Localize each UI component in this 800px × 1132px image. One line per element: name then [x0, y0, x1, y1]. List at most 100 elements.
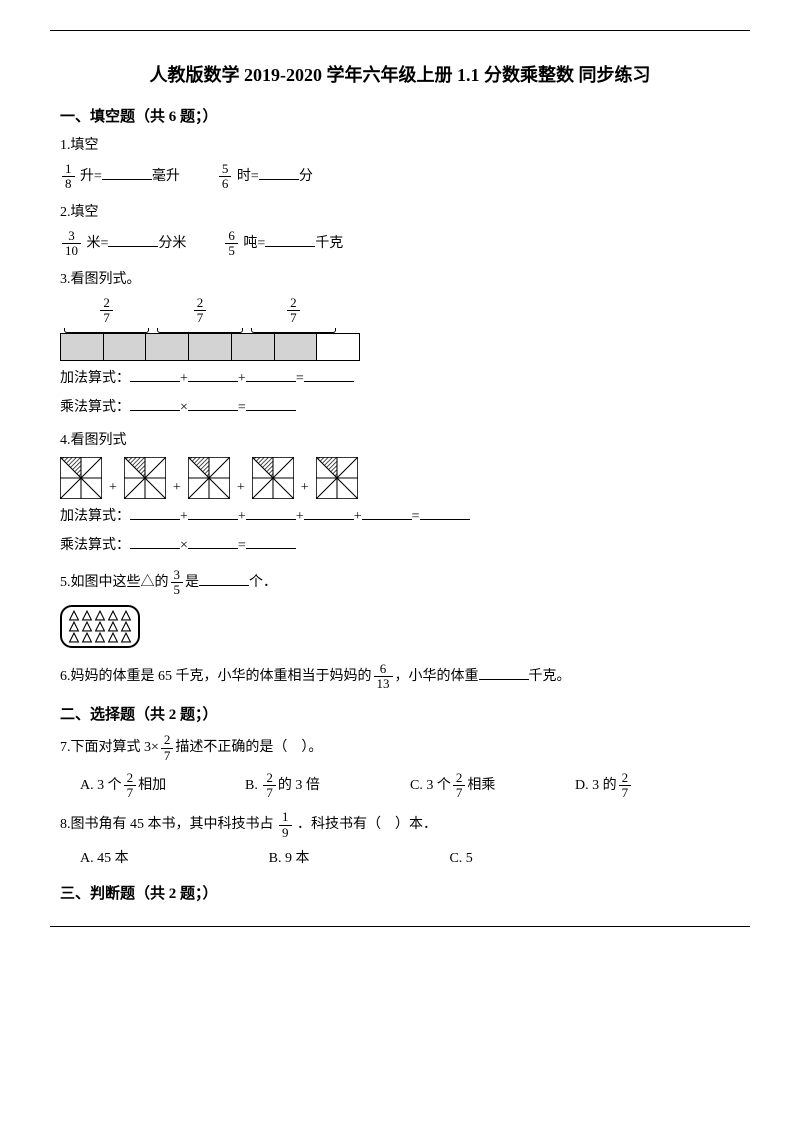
- section-1-header: 一、填空题（共 6 题；）: [60, 105, 740, 129]
- q7-text: 7.下面对算式 3×27描述不正确的是（ ）。: [60, 733, 740, 763]
- q3-add-b2[interactable]: [188, 366, 238, 382]
- q2-u1b: 分米: [158, 236, 186, 251]
- triangle-row: [68, 632, 132, 643]
- q7-option-d[interactable]: D. 3 的27: [575, 771, 740, 801]
- q5-frac: 35: [171, 568, 184, 598]
- q2-frac2: 65: [225, 229, 238, 259]
- square-box: [60, 457, 102, 499]
- q4-add-label: 加法算式：: [60, 509, 130, 524]
- q7-option-b[interactable]: B. 27的 3 倍: [245, 771, 410, 801]
- q2-u1a: 米=: [87, 236, 109, 251]
- q5-blank[interactable]: [199, 570, 249, 586]
- q2-body: 310 米= 分米 65 吨= 千克: [60, 229, 740, 259]
- q1-body: 18 升= 毫升 56 时= 分: [60, 162, 740, 192]
- q3-mul-b1[interactable]: [130, 395, 180, 411]
- q4-add-b3[interactable]: [246, 504, 296, 520]
- plus-icon: +: [173, 477, 181, 499]
- square-box: [124, 457, 166, 499]
- q4-add: 加法算式：++++=: [60, 504, 740, 528]
- bar-cell: [104, 334, 147, 360]
- q1-u1b: 毫升: [152, 169, 180, 184]
- q4-squares: + + + +: [60, 457, 740, 499]
- q3-add-b3[interactable]: [246, 366, 296, 382]
- q6-text: 6.妈妈的体重是 65 千克，小华的体重相当于妈妈的613，小华的体重千克。: [60, 662, 740, 692]
- q2-u2b: 千克: [315, 236, 343, 251]
- question-1: 1.填空 18 升= 毫升 56 时= 分: [60, 135, 740, 192]
- q3-add: 加法算式：++=: [60, 366, 740, 390]
- question-4: 4.看图列式 + + + + 加法算式：++++= 乘法算式：×=: [60, 430, 740, 558]
- q2-u2a: 吨=: [243, 236, 265, 251]
- q5-text: 5.如图中这些△的35是个．: [60, 568, 740, 598]
- q8-options: A. 45 本 B. 9 本 C. 5: [80, 848, 740, 870]
- question-7: 7.下面对算式 3×27描述不正确的是（ ）。 A. 3 个27相加 B. 27…: [60, 733, 740, 800]
- q2-frac1: 310: [62, 229, 81, 259]
- q8-text: 8.图书角有 45 本书，其中科技书占 19 ．科技书有（ ）本．: [60, 810, 740, 840]
- top-rule: [50, 30, 750, 31]
- bar-cell: [146, 334, 189, 360]
- q3-add-b1[interactable]: [130, 366, 180, 382]
- q4-mul-b1[interactable]: [130, 533, 180, 549]
- q7-options: A. 3 个27相加 B. 27的 3 倍 C. 3 个27相乘 D. 3 的2…: [80, 771, 740, 801]
- q4-mul-b2[interactable]: [188, 533, 238, 549]
- q4-mul-label: 乘法算式：: [60, 538, 130, 553]
- q1-frac1: 18: [62, 162, 75, 192]
- question-2: 2.填空 310 米= 分米 65 吨= 千克: [60, 202, 740, 259]
- plus-icon: +: [109, 477, 117, 499]
- q3-add-b4[interactable]: [304, 366, 354, 382]
- bar-cell-empty: [317, 334, 359, 360]
- q4-mul: 乘法算式：×=: [60, 533, 740, 557]
- q1-frac2: 56: [219, 162, 232, 192]
- section-3-header: 三、判断题（共 2 题；）: [60, 882, 740, 906]
- triangle-row: [68, 621, 132, 632]
- q4-add-b2[interactable]: [188, 504, 238, 520]
- section-2-header: 二、选择题（共 2 题；）: [60, 703, 740, 727]
- q8-option-a[interactable]: A. 45 本: [80, 848, 129, 870]
- q7-frac: 27: [161, 733, 174, 763]
- plus-icon: +: [237, 477, 245, 499]
- q3-num: 3.看图列式。: [60, 269, 740, 291]
- plus-icon: +: [301, 477, 309, 499]
- question-8: 8.图书角有 45 本书，其中科技书占 19 ．科技书有（ ）本． A. 45 …: [60, 810, 740, 870]
- q3-bar-diagram: 27 27 27: [60, 296, 740, 361]
- q1-u2a: 时=: [237, 169, 259, 184]
- q1-blank2[interactable]: [259, 164, 299, 180]
- q1-num: 1.填空: [60, 135, 740, 157]
- bar-cell: [189, 334, 232, 360]
- q3-mul-label: 乘法算式：: [60, 400, 130, 415]
- q8-frac: 19: [279, 810, 292, 840]
- question-6: 6.妈妈的体重是 65 千克，小华的体重相当于妈妈的613，小华的体重千克。: [60, 662, 740, 692]
- q5-triangle-box: [60, 605, 140, 648]
- q3-mul-b3[interactable]: [246, 395, 296, 411]
- q4-add-b4[interactable]: [304, 504, 354, 520]
- q2-blank1[interactable]: [108, 231, 158, 247]
- q4-add-b6[interactable]: [420, 504, 470, 520]
- question-5: 5.如图中这些△的35是个．: [60, 568, 740, 652]
- square-box: [252, 457, 294, 499]
- q2-num: 2.填空: [60, 202, 740, 224]
- q1-u1a: 升=: [80, 169, 102, 184]
- q4-num: 4.看图列式: [60, 430, 740, 452]
- doc-title: 人教版数学 2019-2020 学年六年级上册 1.1 分数乘整数 同步练习: [60, 61, 740, 90]
- bar-cell: [232, 334, 275, 360]
- q2-blank2[interactable]: [265, 231, 315, 247]
- q3-mul-b2[interactable]: [188, 395, 238, 411]
- bar-cell: [275, 334, 318, 360]
- triangle-row: [68, 610, 132, 621]
- q4-mul-b3[interactable]: [246, 533, 296, 549]
- q6-frac: 613: [374, 662, 393, 692]
- q8-option-c[interactable]: C. 5: [449, 848, 472, 870]
- q7-option-a[interactable]: A. 3 个27相加: [80, 771, 245, 801]
- q6-blank[interactable]: [479, 664, 529, 680]
- q3-add-label: 加法算式：: [60, 371, 130, 386]
- question-3: 3.看图列式。 27 27 27 加法算式：++= 乘法算式：×=: [60, 269, 740, 420]
- q8-option-b[interactable]: B. 9 本: [269, 848, 310, 870]
- square-box: [316, 457, 358, 499]
- q4-add-b5[interactable]: [362, 504, 412, 520]
- q1-u2b: 分: [299, 169, 313, 184]
- square-box: [188, 457, 230, 499]
- q7-option-c[interactable]: C. 3 个27相乘: [410, 771, 575, 801]
- bar-cell: [61, 334, 104, 360]
- q1-blank1[interactable]: [102, 164, 152, 180]
- q3-mul: 乘法算式：×=: [60, 395, 740, 419]
- q4-add-b1[interactable]: [130, 504, 180, 520]
